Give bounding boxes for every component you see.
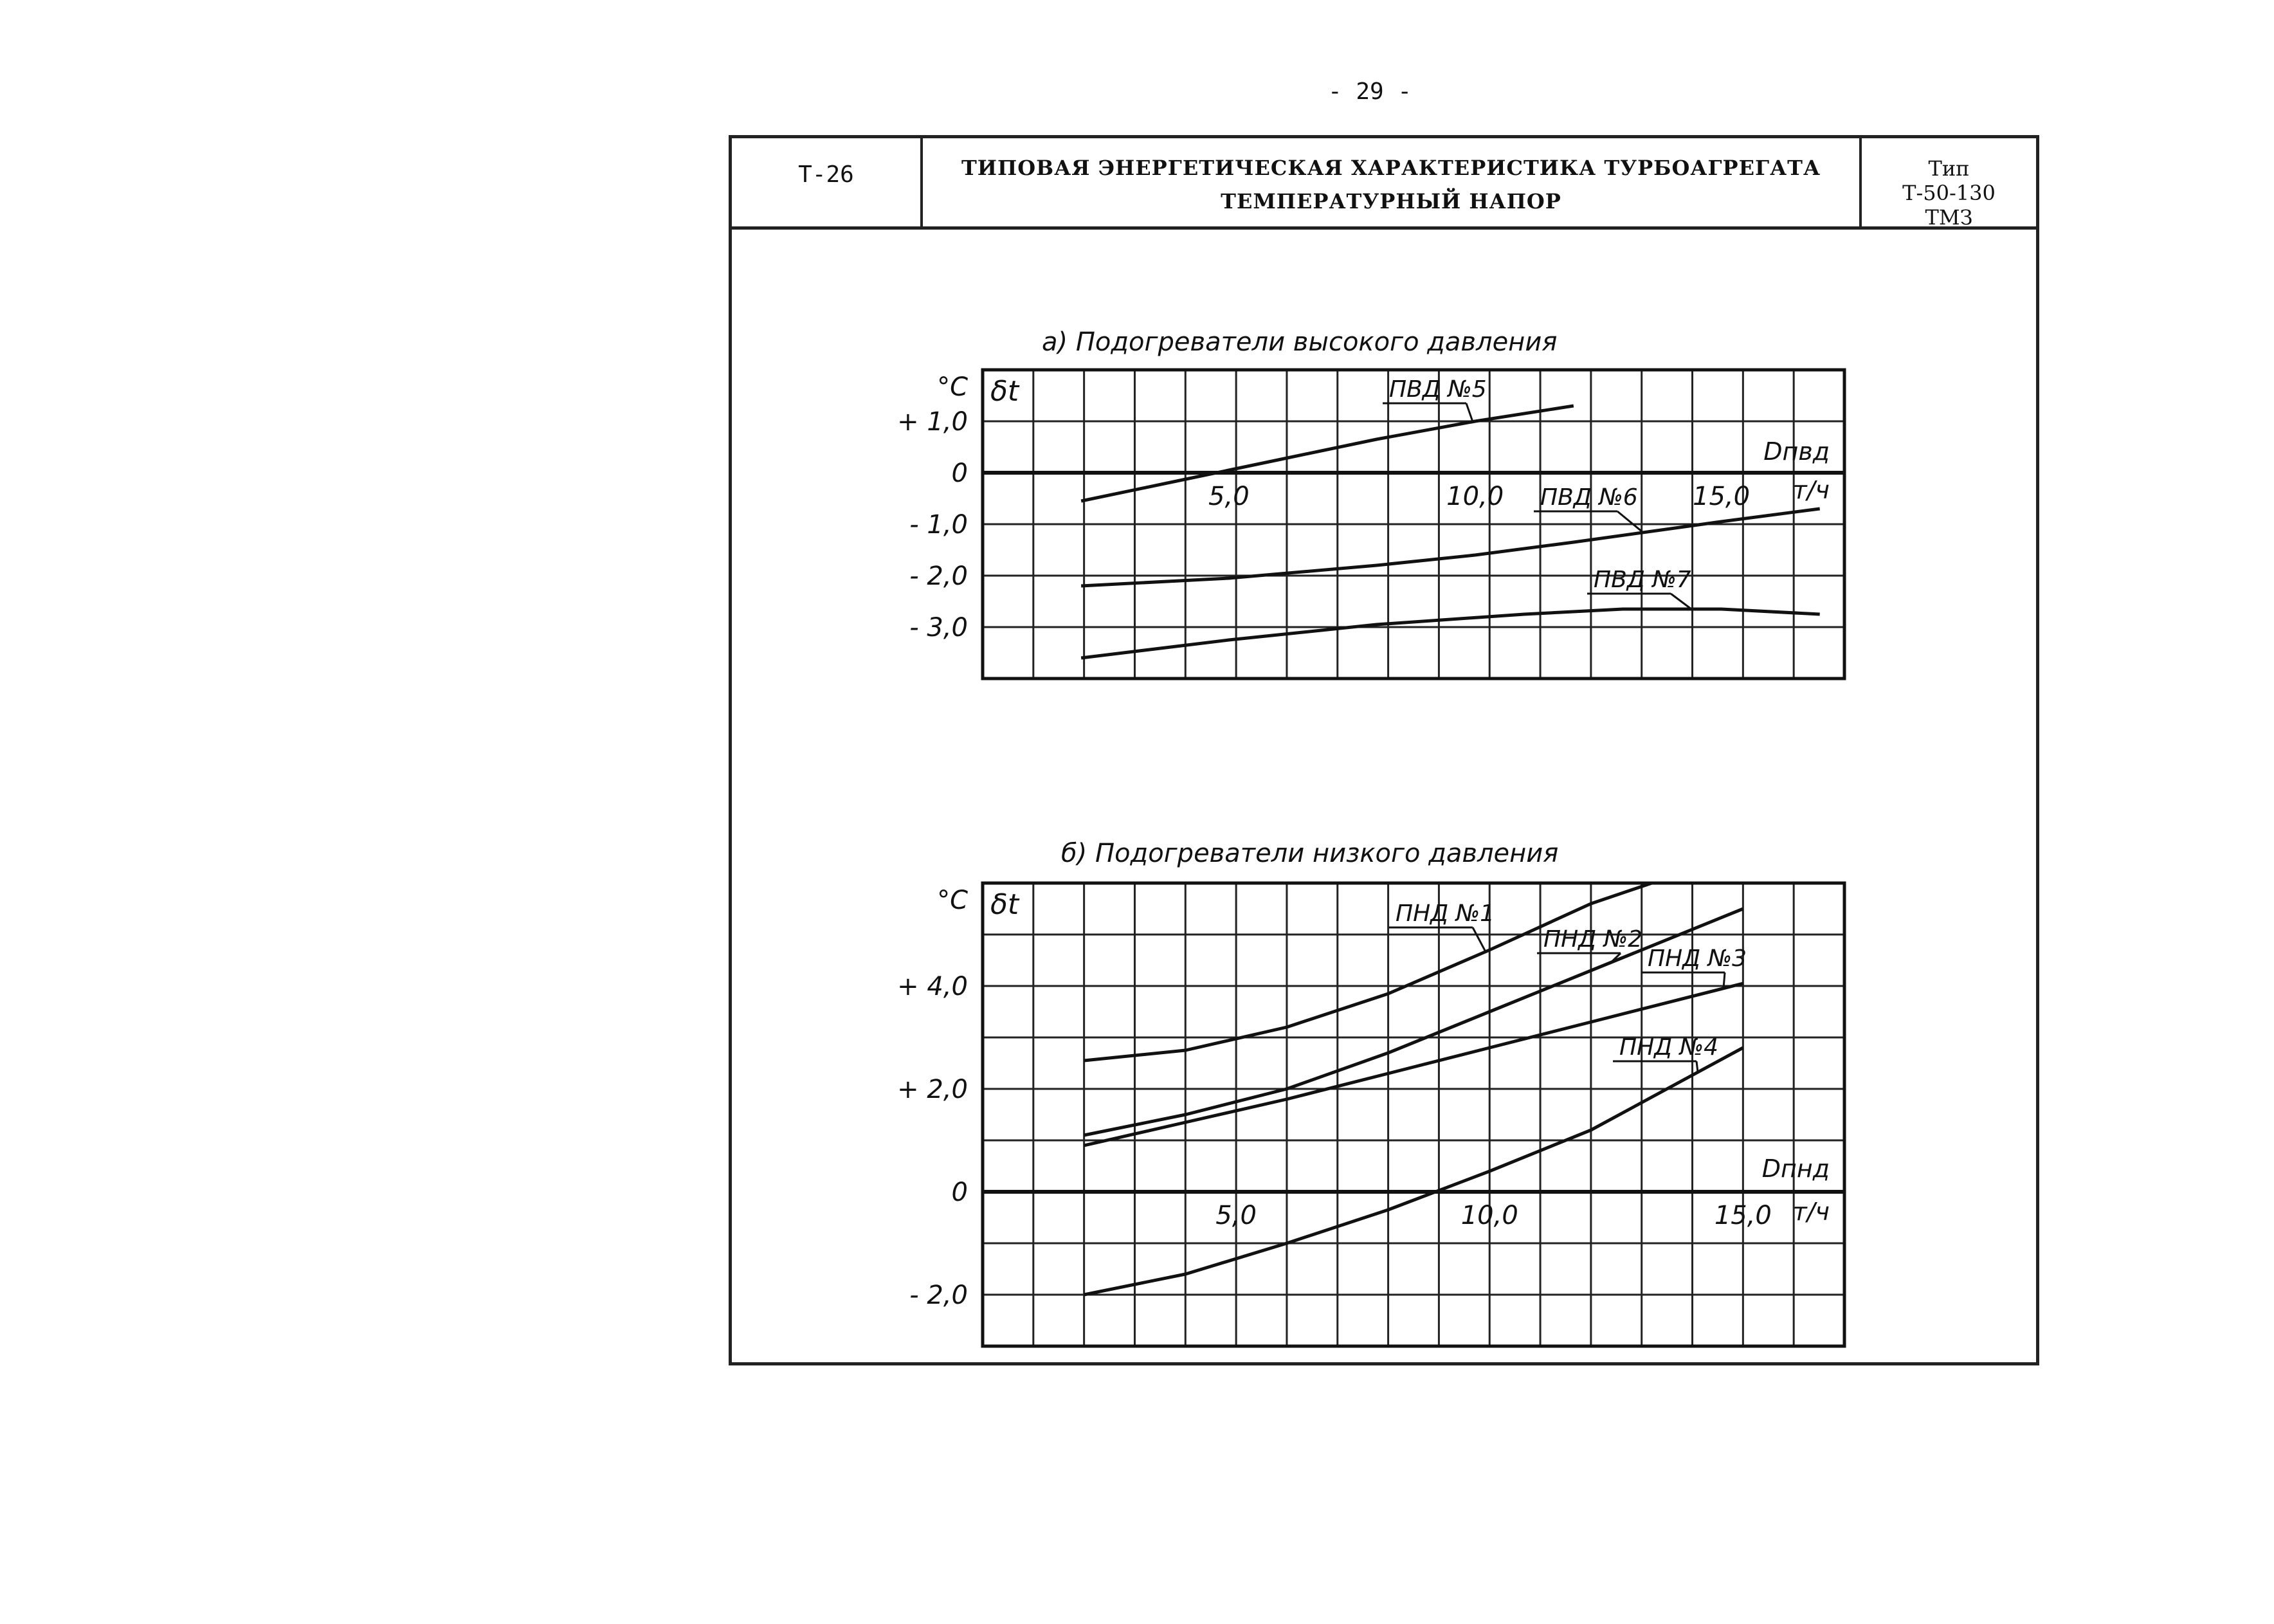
x-axis-unit: т/ч — [1793, 476, 1830, 504]
series-leader-line — [1610, 952, 1622, 963]
series-leader-line — [1471, 927, 1487, 953]
series-leader-line — [1670, 592, 1692, 610]
plot-grid — [981, 369, 1846, 680]
x-tick-label: 5,0 — [1215, 1201, 1257, 1230]
y-tick-label: + 4,0 — [897, 972, 968, 1001]
series-label: ПВД №6 — [1540, 484, 1638, 511]
y-tick-label: 0 — [952, 1178, 968, 1207]
x-axis-label: Dпнд — [1762, 1154, 1830, 1183]
type-label: Тип — [1928, 156, 1970, 181]
x-axis-label: Dпвд — [1763, 437, 1830, 466]
x-tick-label: 15,0 — [1715, 1201, 1772, 1230]
chart-hp-heaters: а) Подогреватели высокого давления °C δt + … — [897, 327, 1846, 680]
y-tick-label: 0 — [952, 459, 968, 488]
series-line-1 — [1080, 404, 1574, 503]
series-line-4 — [1084, 1046, 1744, 1297]
chart-title: б) Подогреватели низкого давления — [1061, 839, 1558, 868]
series-line-2 — [1084, 907, 1744, 1137]
plot-border — [981, 881, 1846, 1348]
series-label: ПНД №2 — [1543, 926, 1642, 953]
y-tick-label: + 1,0 — [897, 407, 968, 437]
x-tick-label: 5,0 — [1208, 482, 1250, 511]
sheet-code: Т-26 — [732, 138, 923, 226]
x-tick-label: 15,0 — [1693, 482, 1750, 511]
series-line-3 — [1084, 981, 1743, 1147]
sheet-title: ТИПОВАЯ ЭНЕРГЕТИЧЕСКАЯ ХАРАКТЕРИСТИКА ТУ… — [923, 138, 1862, 226]
y-tick-label: - 2,0 — [909, 1281, 968, 1310]
y-tick-label: - 1,0 — [909, 510, 968, 540]
series-leader-line — [1465, 403, 1474, 423]
series-label: ПНД №1 — [1396, 900, 1495, 927]
turbine-type: Тип Т-50-130 ТМЗ — [1862, 138, 2036, 230]
y-axis-label: δt — [990, 888, 1020, 921]
series-label: ПВД №5 — [1389, 376, 1487, 403]
x-tick-label: 10,0 — [1461, 1201, 1518, 1230]
series-leader-line — [1722, 972, 1726, 989]
series-leader-line — [1617, 510, 1644, 534]
chart-title: а) Подогреватели высокого давления — [1042, 327, 1557, 357]
series-line-1 — [1084, 881, 1653, 1063]
sheet-title-line-2: ТЕМПЕРАТУРНЫЙ НАПОР — [1221, 189, 1561, 214]
page-number: - 29 - — [1327, 78, 1412, 105]
title-block: Т-26 ТИПОВАЯ ЭНЕРГЕТИЧЕСКАЯ ХАРАКТЕРИСТИ… — [732, 138, 2036, 230]
chart-lp-heaters: б) Подогреватели низкого давления °C δt + 4… — [897, 839, 1846, 1348]
y-unit-label: °C — [937, 372, 968, 402]
y-axis-label: δt — [990, 375, 1020, 408]
series-label: ПВД №7 — [1594, 567, 1691, 593]
y-tick-label: + 2,0 — [897, 1075, 968, 1104]
series-line-2 — [1081, 507, 1821, 588]
y-unit-label: °C — [937, 886, 968, 915]
y-tick-label: - 2,0 — [909, 561, 968, 591]
series-label: ПНД №4 — [1619, 1034, 1718, 1061]
sheet-title-line-1: ТИПОВАЯ ЭНЕРГЕТИЧЕСКАЯ ХАРАКТЕРИСТИКА ТУ… — [961, 156, 1821, 180]
type-model: Т-50-130 — [1902, 181, 1996, 205]
series-leader-line — [1695, 1061, 1699, 1073]
x-tick-label: 10,0 — [1446, 482, 1504, 511]
x-axis-unit: т/ч — [1793, 1198, 1830, 1226]
plot-border — [981, 368, 1846, 680]
series-line-3 — [1080, 607, 1820, 660]
type-maker: ТМЗ — [1925, 205, 1973, 230]
series-label: ПНД №3 — [1648, 945, 1747, 972]
drawing-frame: Т-26 ТИПОВАЯ ЭНЕРГЕТИЧЕСКАЯ ХАРАКТЕРИСТИ… — [729, 135, 2039, 1365]
y-tick-label: - 3,0 — [909, 613, 968, 643]
